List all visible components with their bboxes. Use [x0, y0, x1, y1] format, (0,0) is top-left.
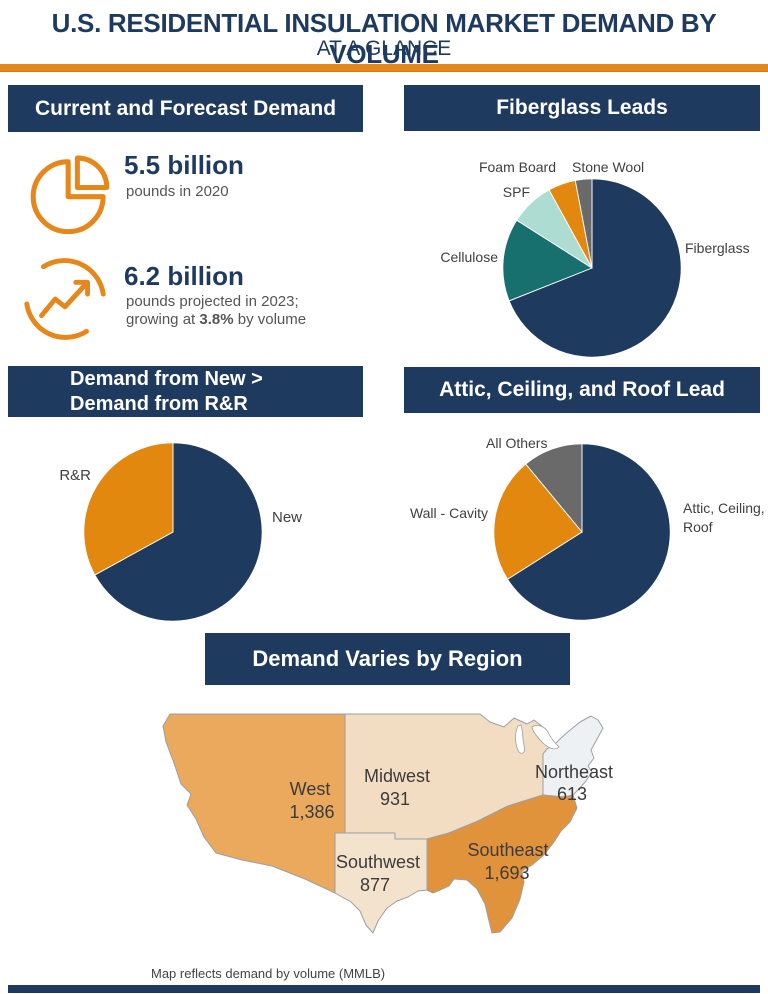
map-label-southeast-name: Southeast: [467, 840, 548, 860]
pie-label-fiberglass: Fiberglass: [685, 240, 750, 256]
panel-header-label: Current and Forecast Demand: [34, 96, 337, 120]
pie-label-stone-wool: Stone Wool: [572, 159, 645, 175]
stat-2023-desc-line1: pounds projected in 2023;: [126, 293, 299, 310]
us-region-map: West 1,386 Midwest 931 Northeast 613 Sou…: [162, 713, 613, 934]
stat-2023-desc-line2-post: by volume: [233, 311, 307, 328]
pie-label-attic-ceiling-roof: Attic, Ceiling, Roof: [683, 500, 765, 535]
stat-2020-desc: pounds in 2020: [126, 183, 229, 200]
pie-chart-application: [493, 443, 671, 621]
panel-header-fiberglass-leads: Fiberglass Leads: [404, 85, 760, 131]
stat-2023-desc: pounds projected in 2023; growing at 3.8…: [126, 293, 376, 329]
map-label-northeast-name: Northeast: [535, 762, 613, 782]
panel-header-line2: Demand from R&R: [70, 392, 248, 415]
panel-header-label: Attic, Ceiling, and Roof Lead: [439, 378, 725, 401]
panel-header-new-vs-rr: Demand from New > Demand from R&R: [8, 366, 363, 417]
pie-outline-icon: [30, 155, 110, 235]
map-label-northeast-value: 613: [557, 784, 587, 804]
map-label-southwest-value: 877: [360, 875, 390, 895]
map-label-southwest-name: Southwest: [336, 852, 420, 872]
pie-slice-cellulose: [502, 219, 593, 302]
pie-slice-attic-ceiling-roof: [506, 443, 671, 621]
map-label-southeast-value: 1,693: [484, 863, 529, 883]
page-subtitle: AT A GLANCE: [316, 37, 452, 60]
panel-header-label: Fiberglass Leads: [496, 96, 668, 119]
pie-label-rr: R&R: [59, 467, 91, 484]
lake-huron-erie: [531, 725, 560, 750]
panel-header-current-forecast-demand: Current and Forecast Demand: [8, 85, 363, 132]
stat-2023-growth-rate: 3.8%: [199, 311, 234, 328]
map-region-southeast: [426, 794, 578, 934]
map-label-midwest-value: 931: [380, 789, 410, 809]
bottom-navy-bar: [8, 985, 760, 993]
pie-label-all-others: All Others: [486, 435, 548, 451]
growth-arrow-icon: [24, 258, 106, 340]
pie-chart-material-mix: [502, 178, 682, 358]
stat-2020-value: 5.5 billion: [124, 150, 244, 180]
panel-header-label: Demand Varies by Region: [252, 646, 523, 671]
pie-label-foam-board: Foam Board: [478, 159, 556, 175]
pie-label-new: New: [272, 509, 303, 526]
stat-2023-value: 6.2 billion: [124, 261, 244, 291]
orange-divider: [0, 64, 768, 72]
panel-header-attic-ceiling-roof: Attic, Ceiling, and Roof Lead: [404, 367, 760, 413]
map-footnote: Map reflects demand by volume (MMLB): [151, 966, 386, 981]
pie-slice-all-others: [525, 443, 583, 534]
pie-label-spf: SPF: [502, 184, 530, 200]
pie-slice-fiberglass: [508, 178, 682, 358]
panel-header-line1: Demand from New >: [70, 367, 263, 390]
pie-slice-new: [94, 442, 263, 622]
stat-2023-desc-line2-pre: growing at: [126, 311, 200, 328]
map-label-west-name: West: [290, 779, 331, 799]
map-label-midwest-name: Midwest: [364, 766, 430, 786]
map-label-west-value: 1,386: [289, 802, 334, 822]
pie-label-cellulose: Cellulose: [440, 249, 498, 265]
pie-slice-r-r: [83, 442, 174, 576]
pie-slice-wall-cavity: [493, 463, 583, 580]
map-region-southwest: [334, 832, 428, 934]
page-title: U.S. RESIDENTIAL INSULATION MARKET DEMAN…: [51, 8, 717, 69]
pie-label-wall-cavity: Wall - Cavity: [409, 505, 488, 521]
pie-slice-stone-wool: [574, 178, 593, 269]
lake-michigan: [515, 724, 525, 754]
panel-header-region: Demand Varies by Region: [205, 633, 570, 685]
pie-chart-new-vs-rr: [83, 442, 263, 622]
